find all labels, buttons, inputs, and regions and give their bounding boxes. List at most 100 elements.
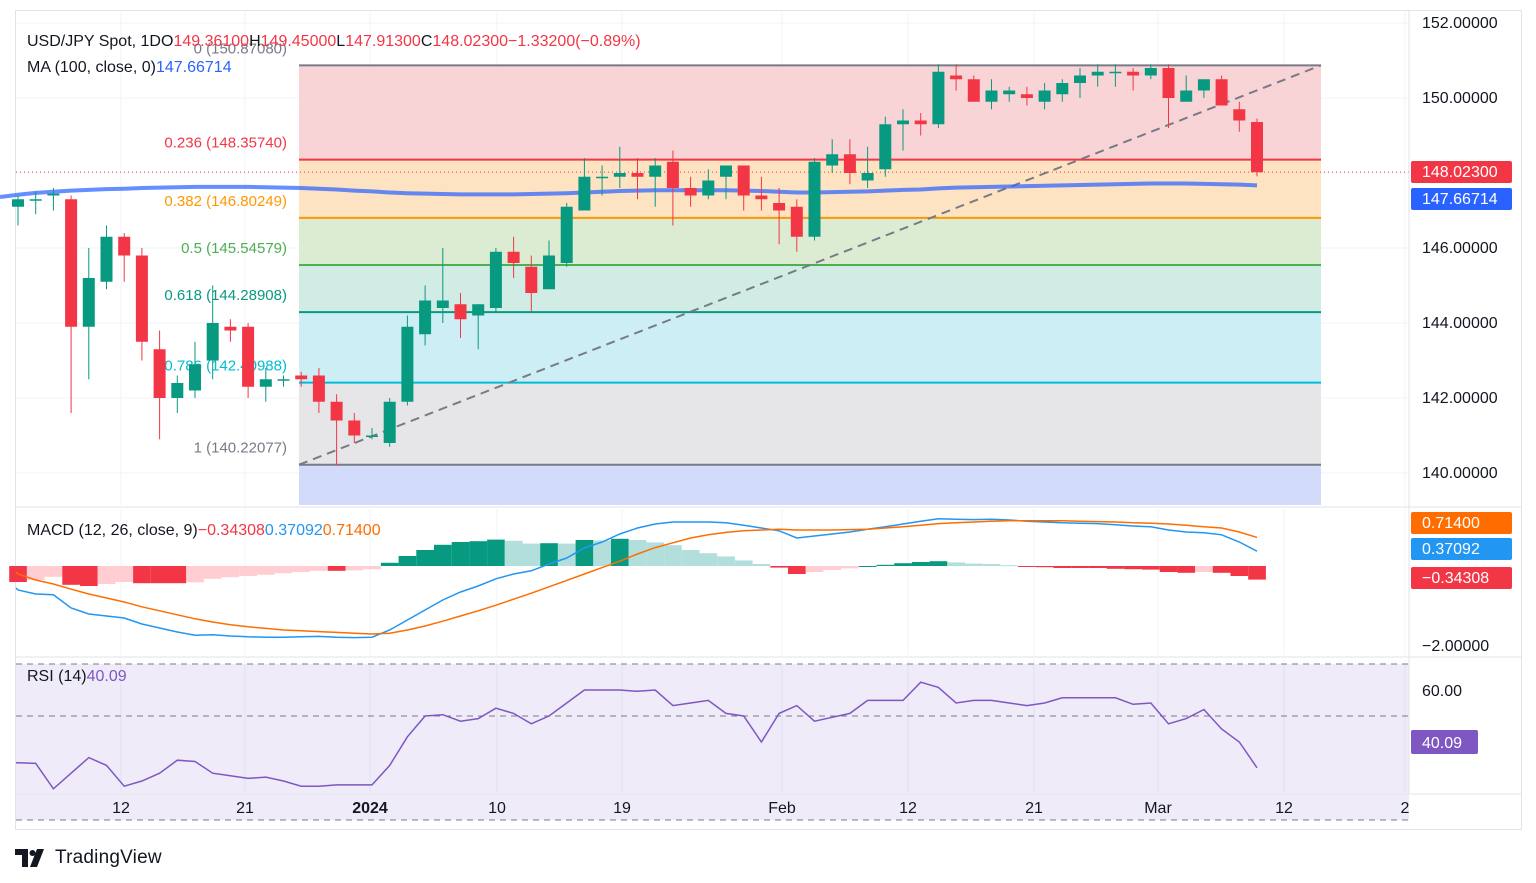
legend-o-label: O [161, 33, 173, 50]
macd-histogram-bar [434, 544, 452, 566]
macd-histogram-bar [770, 566, 788, 568]
macd-histogram-bar [1177, 566, 1196, 573]
macd-histogram-bar [664, 545, 682, 566]
time-tick-label: Feb [768, 800, 796, 817]
macd-hist-badge: −0.34308 [1411, 567, 1512, 589]
candle [100, 225, 113, 290]
candle [1251, 118, 1263, 177]
macd-histogram-bar [823, 566, 842, 570]
candle [985, 79, 998, 110]
candle [596, 165, 609, 196]
candle [649, 158, 662, 207]
candle [1144, 64, 1157, 80]
candle-body [985, 90, 998, 102]
time-tick-label: 21 [1025, 800, 1043, 817]
macd-histogram-bar [115, 566, 134, 582]
candle-body [47, 193, 60, 196]
fib-zone [299, 265, 1321, 313]
macd-histogram-bar [1230, 566, 1249, 576]
candle [773, 188, 786, 245]
candle-body [613, 173, 626, 177]
candle-body [967, 79, 980, 102]
legend-c-label: C [421, 33, 433, 50]
candle [312, 368, 325, 413]
ma-price-badge: 147.66714 [1411, 188, 1512, 210]
candle-body [401, 326, 414, 402]
price-tick-label: 150.00000 [1422, 90, 1498, 107]
macd-histogram-bar [345, 566, 364, 571]
candle [12, 195, 24, 226]
candle-body [171, 383, 184, 398]
candle-body [82, 278, 95, 327]
macd-value-badge-text: 0.37092 [1422, 541, 1480, 558]
macd-legend-label: MACD (12, 26, close, 9) [27, 522, 198, 539]
time-tick-label: 19 [613, 800, 631, 817]
macd-histogram-bar [1053, 566, 1072, 568]
candle [1020, 86, 1033, 106]
macd-histogram-bar [628, 540, 647, 566]
price-tick-label: 146.00000 [1422, 240, 1498, 257]
macd-histogram-bar [310, 566, 328, 571]
legend-h-label: H [249, 33, 261, 50]
macd-histogram-bar [469, 541, 488, 566]
candle [419, 285, 432, 346]
candle-body [861, 173, 874, 181]
rsi-legend-value: 40.09 [87, 668, 127, 685]
macd-histogram-bar [593, 540, 611, 566]
last-price-badge-text: 148.02300 [1422, 164, 1498, 181]
candle-body [312, 375, 325, 402]
macd-histogram-bar [717, 556, 735, 566]
macd-histogram-bar [150, 566, 169, 584]
candle [259, 368, 272, 402]
candle-body [118, 236, 131, 256]
candle-body [135, 255, 148, 342]
macd-legend-macd: 0.37092 [265, 522, 323, 539]
macd-histogram-bar [257, 566, 275, 575]
candle-body [100, 236, 113, 282]
macd-histogram-bar [681, 550, 700, 566]
macd-histogram-bar [575, 540, 594, 566]
candle [1091, 64, 1104, 87]
time-tick-label: 12 [112, 800, 130, 817]
candle-body [1020, 94, 1033, 98]
candle-body [525, 266, 538, 293]
candle [1180, 75, 1193, 102]
candle-body [1074, 75, 1086, 83]
candle-body [932, 71, 945, 125]
candle [295, 371, 308, 387]
rsi-line [16, 681, 1258, 790]
candle [206, 285, 219, 380]
candle-body [808, 161, 821, 237]
time-tick-label: 2 [1401, 800, 1410, 817]
fib-zone-below [299, 464, 1321, 505]
macd-histogram-bar [1142, 566, 1160, 570]
candle-body [1003, 90, 1016, 95]
candle [472, 304, 485, 350]
chart-frame [15, 10, 1522, 830]
candle-body [348, 420, 361, 436]
candle [47, 188, 60, 211]
candle-body [596, 176, 609, 179]
rsi-legend-label: RSI (14) [27, 668, 87, 685]
candle [914, 113, 927, 136]
candle [525, 255, 538, 312]
last-price-badge-bg [1411, 161, 1512, 183]
time-tick-label: 2024 [352, 800, 388, 817]
candle-body [1056, 83, 1069, 95]
macd-histogram-bar [274, 566, 293, 574]
macd-histogram-bar [876, 564, 895, 566]
macd-histogram-bar [841, 566, 859, 569]
candle [631, 158, 644, 200]
candle [950, 64, 963, 91]
legend-change-pct: (−0.89%) [575, 33, 640, 50]
macd-signal-badge-text: 0.71400 [1422, 515, 1480, 532]
fib-level-label: 0.236 (148.35740) [164, 135, 287, 152]
time-tick-label: Mar [1144, 800, 1172, 817]
candle-body [436, 300, 449, 308]
candle [454, 293, 467, 338]
tradingview-logo[interactable]: TradingView [15, 846, 162, 870]
macd-hist-badge-bg [1411, 567, 1512, 589]
candle [1197, 79, 1210, 98]
candle-body [1197, 79, 1210, 91]
